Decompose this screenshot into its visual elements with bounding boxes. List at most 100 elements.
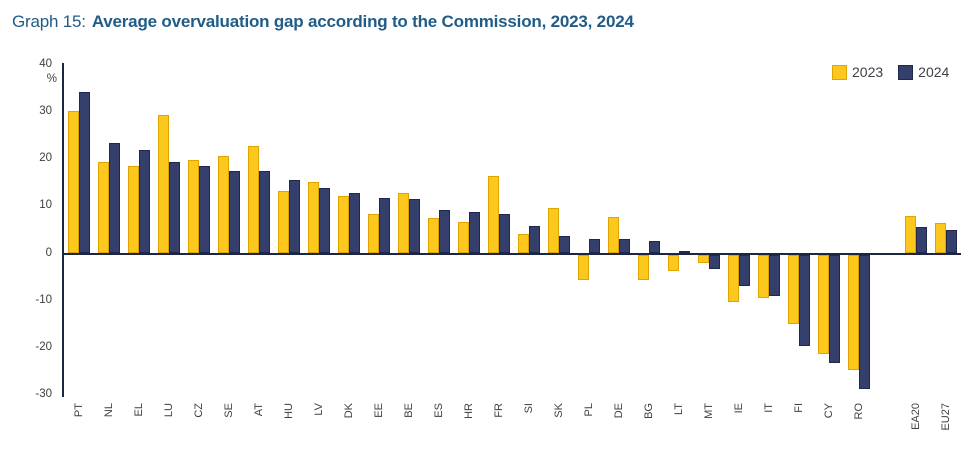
legend-swatch-2023 [832,64,847,80]
x-label-PL: PL [583,403,595,417]
bar-2024-AT [259,171,270,254]
bar-2024-CY [829,255,840,364]
bar-2024-DE [619,239,630,254]
x-label-FI: FI [793,403,805,413]
y-tick-label-40: 40 [39,58,52,70]
x-label-EL: EL [133,403,145,417]
bar-2024-HR [469,211,480,254]
graph-number-label: Graph 15: [12,12,86,31]
bar-2023-AT [248,146,259,254]
bar-2024-RO [859,255,870,389]
bar-2023-CY [818,255,829,355]
x-label-CY: CY [823,403,835,419]
bar-2024-BE [409,199,420,254]
bar-2023-LU [158,114,169,254]
legend-label-2023: 2023 [852,64,884,80]
legend-label-2024: 2024 [918,64,950,80]
bar-2024-IT [769,255,780,297]
y-tick-label-20: 20 [39,152,52,165]
x-label-CZ: CZ [193,403,205,418]
x-label-BG: BG [643,403,655,419]
y-tick-label-30: 30 [39,105,52,118]
x-label-LT: LT [673,403,685,416]
bar-2023-LT [668,255,679,271]
bar-2024-SI [529,225,540,254]
x-label-EA20: EA20 [910,403,922,430]
bar-2023-IT [758,255,769,298]
bar-2024-EU27 [946,229,957,254]
x-label-HU: HU [283,403,295,419]
x-label-HR: HR [463,403,475,419]
bar-2023-EU27 [935,222,946,254]
x-label-FR: FR [493,403,505,418]
bar-2024-EL [139,149,150,254]
bar-2024-FI [799,255,810,347]
bar-2023-HR [458,222,469,254]
y-tick-label--20: -20 [35,340,52,353]
legend-swatch-2024 [898,64,914,80]
x-axis-zero-line [62,253,961,255]
x-label-MT: MT [703,403,715,419]
graph-title-text: Average overvaluation gap according to t… [91,12,634,31]
chart-legend: 2023 2024 [832,64,949,80]
bar-2024-MT [709,255,720,269]
x-label-LV: LV [313,403,325,416]
bar-2023-IE [728,255,739,302]
x-label-BE: BE [403,403,415,418]
legend-item-2023: 2023 [832,64,883,80]
bar-2023-SK [548,207,559,254]
bar-2024-SK [559,236,570,254]
bar-2023-EA20 [905,215,916,254]
bar-2023-BG [638,255,649,280]
x-label-ES: ES [433,403,445,418]
bar-2023-FI [788,255,799,324]
y-tick-label-0: 0 [45,246,52,259]
bar-2024-IE [739,255,750,286]
bar-2024-LT [679,251,690,254]
bar-2023-NL [98,161,109,254]
bar-2023-FR [488,175,499,254]
y-axis-line [62,63,64,397]
y-tick-label-10: 10 [39,199,52,212]
x-label-IT: IT [763,403,775,413]
x-label-SE: SE [223,403,235,418]
bar-2024-ES [439,209,450,254]
bar-2023-SI [518,233,529,254]
bar-2024-LV [319,187,330,254]
bar-2023-DK [338,195,349,254]
bar-2024-EE [379,198,390,254]
bar-2024-BG [649,241,660,254]
x-label-DK: DK [343,403,355,419]
x-label-NL: NL [103,403,115,418]
bar-2023-BE [398,193,409,254]
y-axis-unit-label: % [46,72,57,85]
bar-2023-EE [368,214,379,254]
bar-2023-DE [608,217,619,254]
legend-item-2024: 2024 [898,64,949,80]
bar-2023-CZ [188,159,199,254]
bar-2024-LU [169,162,180,254]
bar-2024-NL [109,142,120,254]
y-tick-label--10: -10 [35,293,52,306]
x-label-DE: DE [613,403,625,419]
bar-2023-SE [218,156,229,254]
bar-2023-RO [848,255,859,371]
bar-2024-DK [349,192,360,254]
bar-2023-MT [698,255,709,263]
bar-2023-PL [578,255,589,280]
bar-2024-HU [289,180,300,254]
x-label-EU27: EU27 [940,403,952,431]
bar-2023-EL [128,166,139,254]
x-label-RO: RO [853,403,865,420]
y-tick-label--30: -30 [35,387,52,400]
bar-2024-SE [229,170,240,254]
x-label-LU: LU [163,403,175,418]
x-label-PT: PT [73,403,85,418]
bar-2024-FR [499,214,510,254]
x-label-AT: AT [253,403,265,417]
x-label-IE: IE [733,403,745,414]
bar-2023-LV [308,182,319,254]
x-label-SI: SI [523,403,535,414]
bar-2024-PL [589,239,600,254]
x-label-SK: SK [553,403,565,418]
